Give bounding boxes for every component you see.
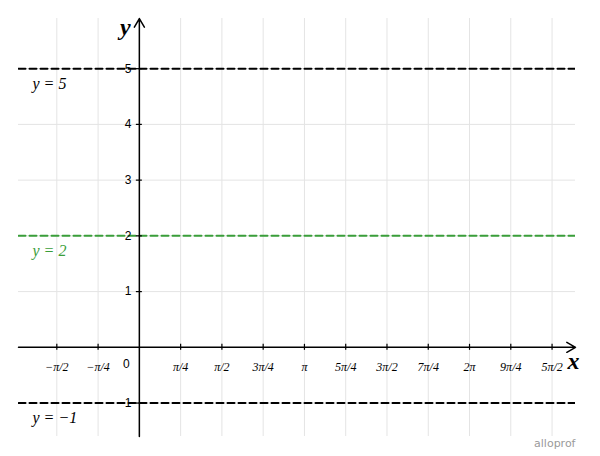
svg-text:3π/2: 3π/2 bbox=[375, 360, 397, 374]
svg-text:7π/4: 7π/4 bbox=[418, 360, 439, 374]
svg-text:4: 4 bbox=[125, 117, 132, 131]
svg-text:x: x bbox=[567, 348, 580, 374]
svg-text:y = 5: y = 5 bbox=[31, 75, 67, 93]
svg-text:9π/4: 9π/4 bbox=[500, 360, 521, 374]
svg-text:2: 2 bbox=[125, 229, 132, 243]
svg-text:1: 1 bbox=[125, 284, 132, 298]
svg-text:−π/2: −π/2 bbox=[45, 360, 68, 374]
svg-text:π/4: π/4 bbox=[173, 360, 188, 374]
svg-text:π/2: π/2 bbox=[214, 360, 229, 374]
svg-text:alloprof: alloprof bbox=[534, 437, 577, 450]
svg-text:−1: −1 bbox=[118, 396, 132, 410]
svg-text:2π: 2π bbox=[464, 360, 477, 374]
svg-text:3: 3 bbox=[125, 173, 132, 187]
svg-text:0: 0 bbox=[123, 357, 130, 371]
svg-text:−π/4: −π/4 bbox=[86, 360, 109, 374]
svg-text:π: π bbox=[301, 360, 308, 374]
svg-text:5π/4: 5π/4 bbox=[335, 360, 356, 374]
svg-text:5: 5 bbox=[125, 62, 132, 76]
svg-text:3π/4: 3π/4 bbox=[251, 360, 273, 374]
svg-text:y: y bbox=[117, 14, 131, 40]
svg-text:y = 2: y = 2 bbox=[31, 242, 67, 260]
svg-text:y = −1: y = −1 bbox=[31, 409, 78, 427]
svg-text:5π/2: 5π/2 bbox=[541, 360, 562, 374]
